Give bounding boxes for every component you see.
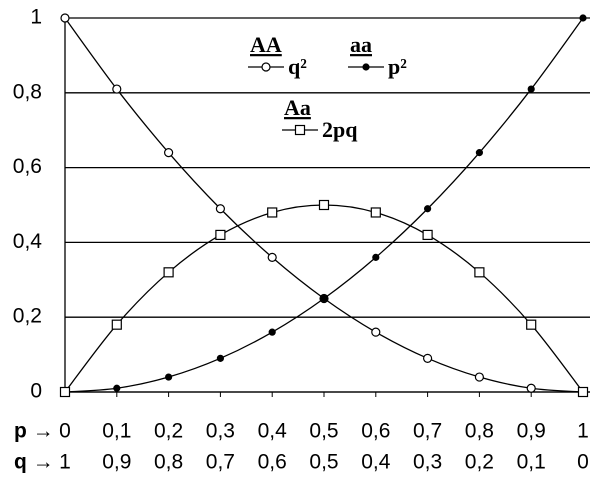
marker — [526, 319, 537, 330]
x-axis-label: p → — [14, 420, 54, 443]
marker — [475, 149, 483, 157]
marker — [474, 372, 484, 382]
marker — [268, 328, 276, 336]
marker — [318, 199, 330, 211]
marker — [60, 13, 70, 23]
marker — [113, 384, 121, 392]
marker — [526, 383, 536, 393]
marker — [579, 14, 587, 22]
x2-tick-label: 0,4 — [361, 451, 391, 474]
y-tick-label: 0,8 — [13, 80, 42, 103]
marker — [165, 373, 173, 381]
marker — [267, 207, 278, 218]
x-tick-label: 0,6 — [361, 420, 390, 443]
legend-label: 2pq — [322, 117, 358, 142]
x-tick-label: 0,1 — [102, 420, 131, 443]
legend-name: Aa — [284, 95, 311, 120]
x2-tick-label: 0,8 — [154, 451, 183, 474]
marker — [163, 267, 174, 278]
y-tick-label: 1 — [30, 6, 42, 29]
marker — [59, 386, 71, 398]
x-tick-label: 1 — [577, 420, 589, 443]
y-tick-label: 0,2 — [13, 305, 42, 328]
x2-tick-label: 0 — [577, 451, 589, 474]
marker — [216, 354, 224, 362]
x2-tick-label: 0,2 — [465, 451, 494, 474]
series-line — [64, 17, 584, 393]
marker — [577, 386, 589, 398]
x-tick-label: 0,9 — [517, 420, 546, 443]
x2-axis-label: q → — [14, 451, 54, 474]
x-tick-label: 0,8 — [465, 420, 494, 443]
marker — [215, 204, 225, 214]
marker — [320, 294, 328, 303]
legend-marker — [261, 62, 271, 72]
legend-label: p² — [388, 54, 407, 79]
marker — [111, 319, 122, 330]
x-tick-label: 0 — [59, 420, 71, 443]
legend-marker — [362, 63, 370, 71]
series-line — [64, 17, 584, 393]
marker — [422, 229, 433, 241]
x2-tick-label: 0,1 — [517, 451, 546, 474]
y-tick-label: 0 — [30, 380, 42, 403]
marker — [370, 207, 381, 218]
marker — [164, 148, 174, 158]
marker — [215, 229, 226, 241]
legend-name: AA — [250, 32, 282, 57]
x-tick-label: 0,4 — [258, 420, 288, 443]
y-tick-label: 0,4 — [13, 230, 43, 253]
x2-tick-label: 1 — [59, 451, 71, 474]
marker — [424, 205, 432, 213]
x2-tick-label: 0,3 — [413, 451, 442, 474]
x2-tick-label: 0,5 — [309, 451, 338, 474]
marker — [267, 252, 277, 262]
x-tick-label: 0,7 — [413, 420, 442, 443]
x2-tick-label: 0,6 — [258, 451, 287, 474]
x-tick-label: 0,5 — [309, 420, 338, 443]
marker — [372, 253, 380, 261]
y-tick-label: 0,6 — [13, 155, 42, 178]
legend-label: q² — [288, 54, 307, 79]
x-tick-label: 0,2 — [154, 420, 183, 443]
marker — [371, 327, 381, 337]
x2-tick-label: 0,9 — [102, 451, 131, 474]
marker — [112, 84, 122, 94]
x2-tick-label: 0,7 — [206, 451, 235, 474]
marker — [474, 267, 485, 278]
marker — [423, 353, 433, 363]
legend-marker — [294, 124, 306, 136]
marker — [527, 85, 535, 93]
x-tick-label: 0,3 — [206, 420, 235, 443]
legend-name: aa — [350, 32, 372, 57]
